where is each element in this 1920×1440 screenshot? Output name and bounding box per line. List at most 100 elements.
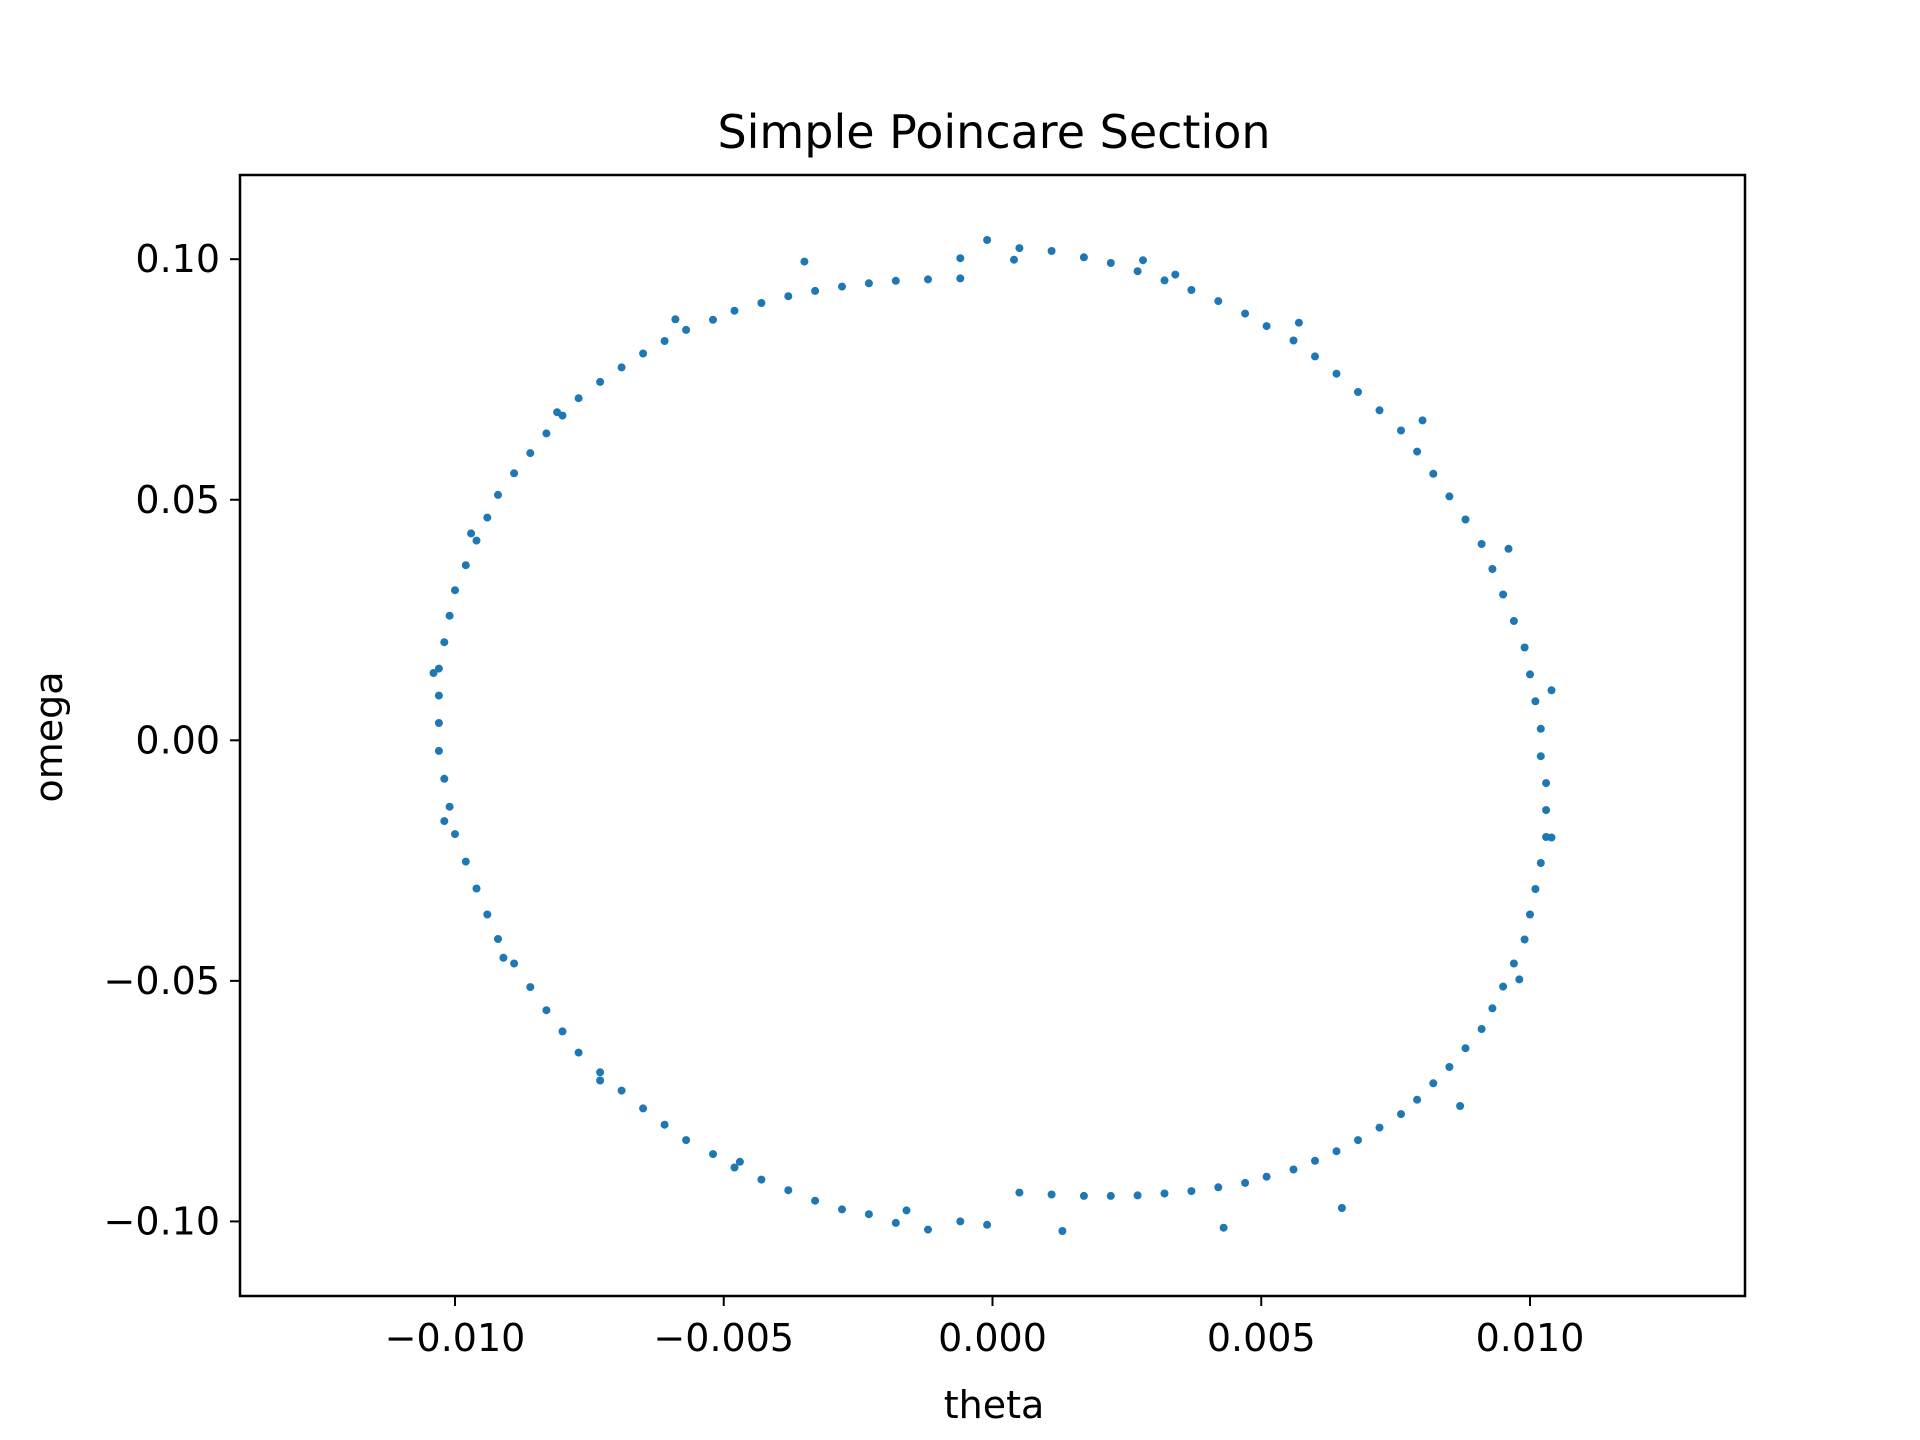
data-point	[1488, 1004, 1497, 1013]
data-point	[891, 1218, 900, 1227]
data-point	[1332, 1147, 1341, 1156]
data-point	[983, 1220, 992, 1229]
data-point	[1337, 1204, 1346, 1212]
data-point	[1499, 982, 1508, 991]
data-point	[1418, 416, 1427, 425]
data-point	[1187, 1187, 1196, 1196]
data-point	[440, 638, 449, 647]
data-point	[510, 469, 519, 478]
data-point	[1375, 406, 1384, 415]
y-tick-label: −0.10	[104, 1199, 220, 1243]
data-point	[1504, 544, 1513, 553]
data-point	[864, 1210, 873, 1219]
data-point	[709, 1150, 717, 1159]
data-point	[1354, 1136, 1362, 1145]
data-point	[1133, 267, 1142, 276]
data-point	[1536, 724, 1545, 733]
data-point	[924, 275, 932, 284]
data-point	[1139, 256, 1147, 265]
data-point	[1397, 426, 1405, 435]
data-point	[617, 1086, 626, 1095]
data-point	[1477, 1025, 1486, 1033]
x-tick-label: 0.005	[1207, 1316, 1316, 1360]
x-axis-ticks: −0.010 −0.005 0.000 0.005 0.010	[385, 1296, 1584, 1360]
data-point	[434, 746, 443, 755]
data-point	[558, 1027, 567, 1036]
data-point	[1133, 1191, 1142, 1200]
y-axis-ticks: −0.10 −0.05 0.00 0.05 0.10	[104, 237, 240, 1243]
data-point	[1079, 1191, 1088, 1200]
data-point	[1160, 1189, 1169, 1198]
data-point	[1429, 469, 1438, 478]
data-point	[574, 394, 583, 403]
data-point	[542, 429, 551, 438]
data-point	[1542, 779, 1551, 788]
y-tick-label: 0.00	[135, 718, 220, 762]
data-point	[1311, 352, 1319, 361]
data-point	[1397, 1110, 1405, 1119]
data-point	[1477, 540, 1486, 548]
data-point	[1509, 959, 1518, 968]
data-point	[682, 1136, 691, 1145]
x-axis-label: theta	[944, 1383, 1045, 1427]
data-point	[757, 1175, 766, 1184]
data-point	[483, 910, 492, 919]
data-point	[1058, 1227, 1067, 1235]
data-point	[429, 669, 438, 677]
data-point	[1214, 1183, 1223, 1192]
data-point	[1509, 617, 1518, 625]
data-point	[1542, 806, 1551, 815]
chart-title: Simple Poincare Section	[717, 105, 1270, 159]
data-point	[671, 315, 680, 324]
data-point	[639, 349, 648, 358]
data-point	[1262, 1172, 1271, 1181]
data-point	[1526, 910, 1534, 919]
data-point	[838, 1205, 846, 1214]
data-point	[1015, 244, 1024, 253]
data-point	[1499, 590, 1508, 599]
data-point	[1461, 1044, 1470, 1053]
data-point	[956, 254, 965, 263]
data-point	[1047, 247, 1056, 255]
data-point	[1531, 885, 1540, 893]
data-point	[902, 1206, 911, 1215]
data-point	[1010, 255, 1018, 264]
data-point	[1015, 1188, 1024, 1197]
data-point	[526, 983, 535, 992]
data-point	[1445, 492, 1454, 501]
data-point	[1311, 1156, 1319, 1165]
data-point	[1354, 388, 1362, 396]
data-point	[451, 830, 459, 839]
data-point	[574, 1048, 583, 1057]
data-point	[1375, 1123, 1384, 1132]
data-point	[445, 611, 454, 620]
data-point	[526, 449, 535, 458]
data-point	[494, 490, 502, 499]
data-point	[735, 1157, 744, 1166]
data-point	[800, 257, 809, 266]
data-point	[1241, 309, 1250, 318]
data-point	[596, 1076, 605, 1085]
data-point	[494, 935, 502, 943]
data-point	[1047, 1190, 1056, 1199]
y-tick-label: 0.10	[135, 237, 220, 281]
data-point	[1289, 336, 1298, 345]
data-point	[811, 1196, 820, 1205]
data-point	[1520, 935, 1529, 944]
data-point	[1171, 270, 1180, 279]
data-point	[660, 1120, 669, 1129]
data-point	[461, 561, 470, 570]
data-point	[1445, 1063, 1454, 1071]
data-point	[1461, 515, 1470, 524]
data-point	[639, 1104, 648, 1113]
data-point	[1241, 1178, 1250, 1187]
data-point	[445, 802, 454, 811]
data-point	[483, 513, 492, 522]
data-point	[660, 337, 669, 345]
data-point	[472, 536, 481, 545]
data-point	[1294, 318, 1303, 327]
data-point	[461, 857, 470, 866]
data-point	[1520, 643, 1529, 652]
data-point	[1219, 1223, 1228, 1232]
data-point	[1214, 297, 1223, 306]
